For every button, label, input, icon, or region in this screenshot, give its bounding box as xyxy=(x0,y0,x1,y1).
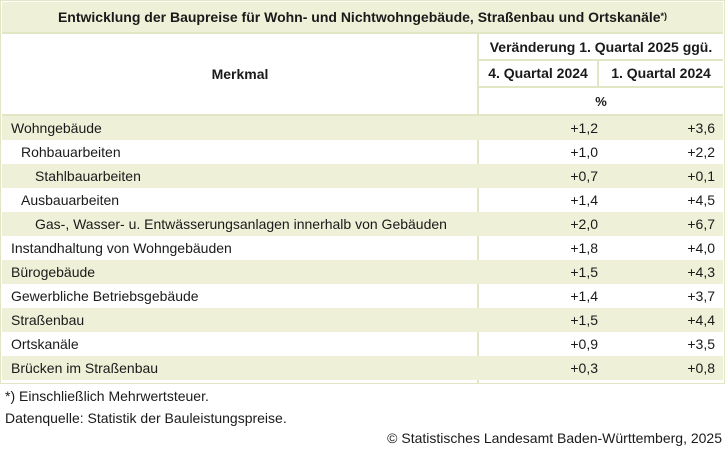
row-label: Ausbauarbeiten xyxy=(21,192,120,208)
header-change-span: Veränderung 1. Quartal 2025 ggü. xyxy=(489,38,713,55)
table-row: Gas-, Wasser- u. Entwässerungsanlagen in… xyxy=(2,212,723,236)
table-row: Stahlbauarbeiten +0,7 +0,1 xyxy=(2,164,723,188)
table-row: Brücken im Straßenbau +0,3 +0,8 xyxy=(2,356,723,380)
header-cols-divider xyxy=(478,86,723,88)
value-q4-2024: +1,0 xyxy=(570,144,598,160)
row-label: Gas-, Wasser- u. Entwässerungsanlagen in… xyxy=(35,216,447,232)
row-label: Bürogebäude xyxy=(11,264,96,280)
value-q1-2024: +2,2 xyxy=(687,144,715,160)
value-q4-2024: +0,3 xyxy=(570,360,598,376)
row-label: Stahlbauarbeiten xyxy=(35,168,141,184)
table-frame xyxy=(0,0,725,384)
value-q4-2024: +1,2 xyxy=(570,120,598,136)
header-merkmal: Merkmal xyxy=(211,65,269,82)
value-q4-2024: +0,7 xyxy=(570,168,598,184)
column-divider-sub xyxy=(597,59,599,87)
column-divider-main xyxy=(477,33,479,384)
row-label: Brücken im Straßenbau xyxy=(11,360,159,376)
table-row: Instandhaltung von Wohngebäuden +1,8 +4,0 xyxy=(2,236,723,260)
header-bottom-divider xyxy=(2,114,723,116)
table-row: Ausbauarbeiten +1,4 +4,5 xyxy=(2,188,723,212)
value-q4-2024: +1,4 xyxy=(570,192,598,208)
value-q1-2024: +4,3 xyxy=(687,264,715,280)
row-label: Rohbauarbeiten xyxy=(21,144,121,160)
row-label: Instandhaltung von Wohngebäuden xyxy=(11,240,232,256)
title-footnote-mark: *) xyxy=(660,11,668,21)
header-span-divider xyxy=(478,59,723,61)
copyright: © Statistisches Landesamt Baden-Württemb… xyxy=(387,430,722,446)
table-row: Straßenbau +1,5 +4,4 xyxy=(2,308,723,332)
value-q1-2024: +6,7 xyxy=(687,216,715,232)
row-label: Wohngebäude xyxy=(11,120,102,136)
value-q1-2024: +4,5 xyxy=(687,192,715,208)
table-row: Ortskanäle +0,9 +3,5 xyxy=(2,332,723,356)
value-q1-2024: +0,8 xyxy=(687,360,715,376)
value-q4-2024: +0,9 xyxy=(570,336,598,352)
header-col-q4-2024: 4. Quartal 2024 xyxy=(488,65,588,81)
value-q1-2024: +0,1 xyxy=(687,168,715,184)
value-q1-2024: +3,7 xyxy=(687,288,715,304)
value-q4-2024: +1,4 xyxy=(570,288,598,304)
value-q1-2024: +4,0 xyxy=(687,240,715,256)
value-q1-2024: +3,6 xyxy=(687,120,715,136)
table-row: Bürogebäude +1,5 +4,3 xyxy=(2,260,723,284)
value-q1-2024: +4,4 xyxy=(687,312,715,328)
value-q1-2024: +3,5 xyxy=(687,336,715,352)
value-q4-2024: +1,8 xyxy=(570,240,598,256)
row-label: Gewerbliche Betriebsgebäude xyxy=(11,288,199,304)
value-q4-2024: +1,5 xyxy=(570,264,598,280)
table-title: Entwicklung der Baupreise für Wohn- und … xyxy=(2,2,723,32)
value-q4-2024: +2,0 xyxy=(570,216,598,232)
row-label: Ortskanäle xyxy=(11,336,79,352)
value-q4-2024: +1,5 xyxy=(570,312,598,328)
header-divider xyxy=(2,32,723,34)
table-row: Gewerbliche Betriebsgebäude +1,4 +3,7 xyxy=(2,284,723,308)
table-title-text: Entwicklung der Baupreise für Wohn- und … xyxy=(57,9,661,25)
row-label: Straßenbau xyxy=(11,312,85,328)
header-unit: % xyxy=(595,93,607,109)
table-row: Wohngebäude +1,2 +3,6 xyxy=(2,116,723,140)
data-source: Datenquelle: Statistik der Bauleistungsp… xyxy=(5,410,287,426)
footnote: *) Einschließlich Mehrwertsteuer. xyxy=(5,388,209,404)
header-col-q1-2024: 1. Quartal 2024 xyxy=(611,65,711,81)
table-row: Rohbauarbeiten +1,0 +2,2 xyxy=(2,140,723,164)
